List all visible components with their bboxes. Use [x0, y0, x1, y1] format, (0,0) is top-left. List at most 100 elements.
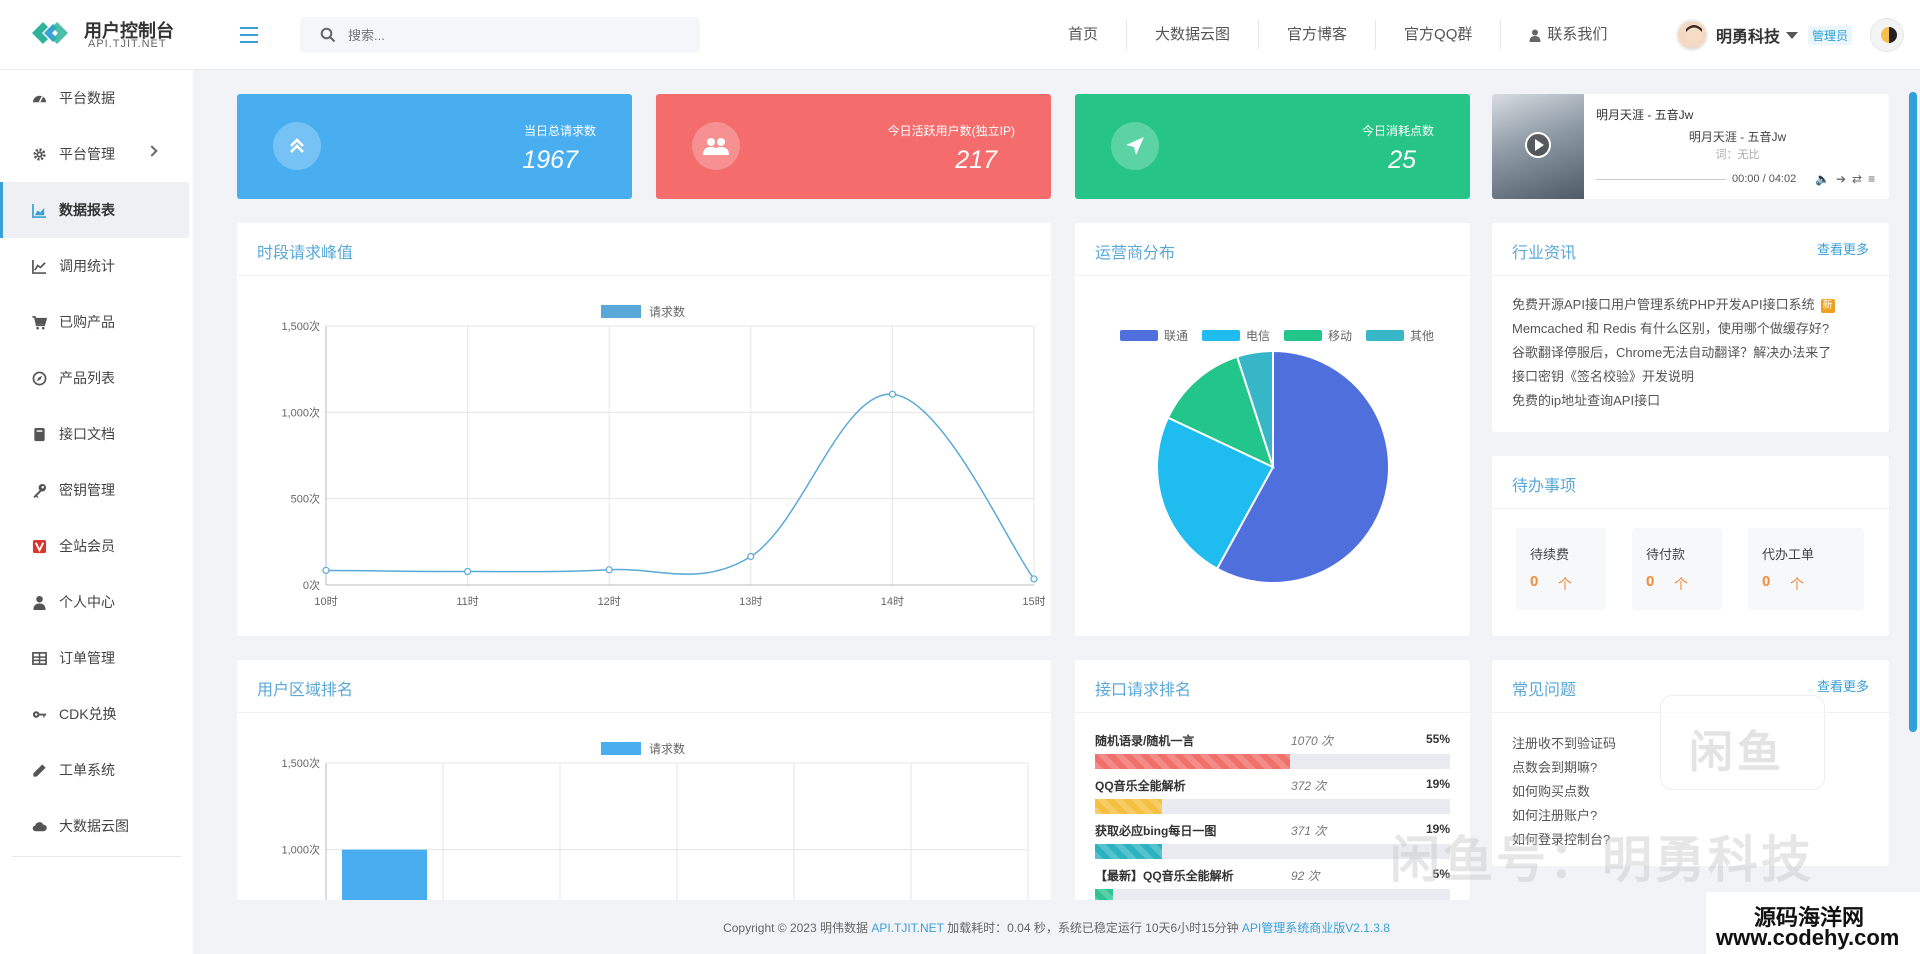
- sidebar-divider: [12, 856, 181, 857]
- news-more-link[interactable]: 查看更多: [1816, 242, 1869, 257]
- panel-operator: 运营商分布 联通 电信 移动 其他: [1075, 223, 1470, 636]
- menu-toggle-icon[interactable]: [240, 22, 258, 48]
- legend-swatch: [1366, 330, 1404, 341]
- news-item[interactable]: 谷歌翻译停服后，Chrome无法自动翻译？解决办法来了: [1512, 341, 1872, 365]
- top-nav: 首页 大数据云图 官方博客 官方QQ群 联系我们: [1040, 20, 1635, 50]
- news-item[interactable]: 接口密钥《签名校验》开发说明: [1512, 365, 1872, 389]
- scrollbar-thumb[interactable]: [1909, 92, 1917, 732]
- nav-home[interactable]: 首页: [1040, 20, 1126, 50]
- nav-bigdata[interactable]: 大数据云图: [1126, 20, 1258, 50]
- todo-value: 0: [1762, 573, 1771, 590]
- volume-icon[interactable]: 🔈: [1815, 172, 1830, 186]
- nav-blog[interactable]: 官方博客: [1258, 20, 1375, 50]
- panel-todo: 待办事项 待续费 0 个 待付款 0 个 代办工单 0 个: [1492, 456, 1889, 636]
- music-time: 00:00 / 04:02: [1732, 173, 1797, 185]
- sidebar-item-call-stats[interactable]: 调用统计: [0, 238, 193, 294]
- logo-icon: [32, 22, 68, 44]
- loop-icon[interactable]: ⇄: [1852, 172, 1863, 186]
- x-tick-label: 10时: [314, 595, 337, 608]
- playlist-icon[interactable]: ≡: [1868, 172, 1876, 186]
- x-tick-label: 12时: [598, 595, 621, 608]
- news-item[interactable]: 免费开源API接口用户管理系统PHP开发API接口系统新: [1512, 293, 1872, 317]
- y-tick-label: 1,500次: [281, 756, 320, 770]
- faq-item[interactable]: 如何购买点数: [1512, 784, 1591, 799]
- dashboard-icon: [32, 95, 47, 103]
- sidebar-item-orders[interactable]: 订单管理: [0, 630, 193, 686]
- user-icon: [1529, 29, 1541, 42]
- play-icon[interactable]: [1525, 132, 1551, 158]
- api-name: 随机语录/随机一言: [1095, 734, 1195, 748]
- footer-version-link[interactable]: API管理系统商业版V2.1.3.8: [1241, 921, 1390, 935]
- faq-item[interactable]: 如何登录控制台?: [1512, 832, 1611, 847]
- todo-unpaid[interactable]: 待付款 0 个: [1632, 528, 1722, 610]
- app-logo[interactable]: 用户控制台 API.TJIT.NET: [30, 16, 190, 56]
- sidebar-item-bigdata[interactable]: 大数据云图: [0, 798, 193, 854]
- faq-list: 注册收不到验证码 点数会到期嘛? 如何购买点数 如何注册账户? 如何登录控制台?: [1512, 732, 1812, 852]
- api-percent: 19%: [1425, 777, 1450, 791]
- sidebar-item-label: CDK兑换: [59, 706, 117, 722]
- sidebar-item-purchased[interactable]: 已购产品: [0, 294, 193, 350]
- x-tick-label: 15时: [1022, 595, 1045, 608]
- todo-renewal[interactable]: 待续费 0 个: [1516, 528, 1606, 610]
- nav-label: 大数据云图: [1155, 26, 1231, 43]
- y-tick-label: 0次: [303, 578, 320, 592]
- footer-site-link[interactable]: API.TJIT.NET: [871, 921, 944, 935]
- series-line: [325, 393, 1035, 580]
- faq-item[interactable]: 注册收不到验证码: [1512, 736, 1617, 751]
- data-point: [888, 390, 897, 398]
- sidebar-item-platform-data[interactable]: 平台数据: [0, 70, 193, 126]
- key-icon: [33, 483, 47, 498]
- brand-watermark: 源码海洋网 www.codehy.com: [1706, 892, 1920, 954]
- cart-icon: [32, 315, 47, 329]
- half-moon-icon: [1881, 27, 1897, 43]
- nav-qq-group[interactable]: 官方QQ群: [1375, 20, 1500, 50]
- user-menu[interactable]: 明勇科技 管理员: [1676, 17, 1853, 53]
- sidebar-item-label: 调用统计: [59, 258, 115, 274]
- caret-down-icon: [1786, 31, 1799, 39]
- search-icon: [320, 27, 336, 43]
- panel-title: 常见问题: [1512, 682, 1577, 699]
- bar-chart: 请求数 1,000次 1,500次: [281, 741, 1029, 900]
- legend-swatch: [1202, 330, 1240, 341]
- page-scrollbar[interactable]: [1908, 92, 1918, 732]
- todo-label: 代办工单: [1762, 547, 1815, 562]
- sidebar-item-profile[interactable]: 个人中心: [0, 574, 193, 630]
- sidebar-item-data-report[interactable]: 数据报表: [0, 182, 189, 238]
- y-tick-label: 1,000次: [281, 843, 320, 857]
- todo-tickets[interactable]: 代办工单 0 个: [1748, 528, 1864, 610]
- news-item[interactable]: Memcached 和 Redis 有什么区别，使用哪个做缓存好?: [1512, 317, 1872, 341]
- sidebar-item-product-list[interactable]: 产品列表: [0, 350, 193, 406]
- key-icon: [32, 710, 47, 718]
- nav-contact[interactable]: 联系我们: [1500, 20, 1635, 50]
- legend-swatch: [601, 305, 641, 318]
- todo-value: 0: [1646, 573, 1655, 590]
- theme-toggle[interactable]: [1870, 18, 1904, 52]
- sidebar-item-platform-manage[interactable]: 平台管理: [0, 126, 193, 182]
- app-title: 用户控制台: [84, 21, 174, 41]
- faq-item[interactable]: 如何注册账户?: [1512, 808, 1598, 823]
- next-icon[interactable]: ➔: [1835, 172, 1847, 186]
- search-input[interactable]: [348, 17, 688, 53]
- panel-title: 用户区域排名: [257, 682, 354, 699]
- sidebar-item-cdk[interactable]: CDK兑换: [0, 686, 193, 742]
- faq-item[interactable]: 点数会到期嘛?: [1512, 760, 1598, 775]
- sidebar-item-members[interactable]: 全站会员: [0, 518, 193, 574]
- news-list: 免费开源API接口用户管理系统PHP开发API接口系统新 Memcached 和…: [1512, 293, 1872, 413]
- progress-track: [1095, 889, 1450, 900]
- sidebar-item-label: 数据报表: [59, 202, 115, 218]
- api-count: 371 次: [1291, 824, 1327, 838]
- sidebar-item-tickets[interactable]: 工单系统: [0, 742, 193, 798]
- sidebar-item-key-manage[interactable]: 密钥管理: [0, 462, 193, 518]
- progress-track: [1095, 754, 1450, 769]
- todo-label: 待续费: [1530, 547, 1570, 562]
- panel-title: 时段请求峰值: [257, 245, 354, 262]
- news-item[interactable]: 免费的ip地址查询API接口: [1512, 389, 1872, 413]
- legend-label: 联通: [1164, 329, 1188, 343]
- faq-more-link[interactable]: 查看更多: [1816, 679, 1869, 694]
- sidebar-item-api-docs[interactable]: 接口文档: [0, 406, 193, 462]
- music-progress-bar[interactable]: [1596, 179, 1726, 180]
- music-subtitle: 明月天涯 - 五音Jw: [1688, 130, 1787, 144]
- legend-swatch: [1284, 330, 1322, 341]
- todo-label: 待付款: [1646, 547, 1686, 562]
- pie-slice: [1156, 416, 1275, 571]
